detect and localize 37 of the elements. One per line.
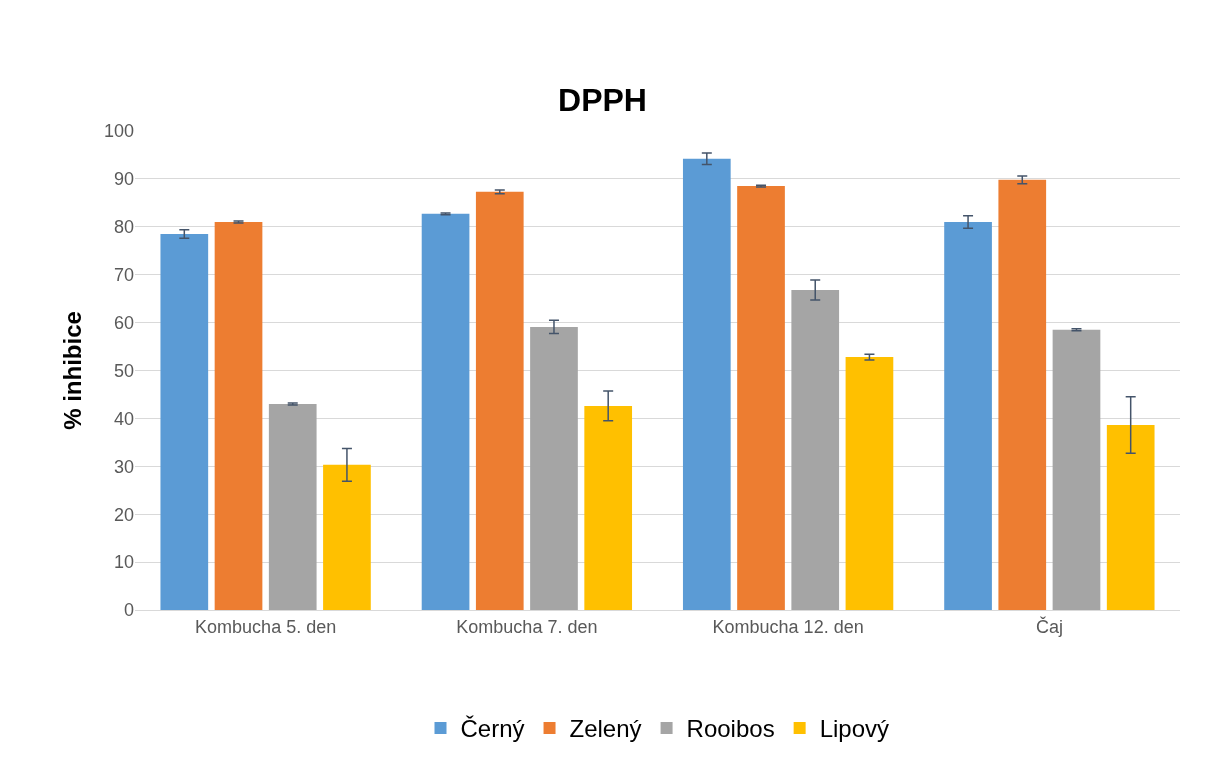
chart-title: DPPH (558, 81, 647, 118)
legend-label: Rooibos (686, 715, 775, 743)
bar (682, 158, 731, 610)
y-tick-label: 70 (113, 265, 134, 285)
bar (323, 464, 371, 610)
x-tick-label: Kombucha 12. den (712, 616, 864, 637)
x-tick-label: Kombucha 5. den (195, 616, 337, 637)
legend-label: Zelený (569, 715, 642, 743)
bar (584, 405, 633, 610)
bar (1106, 425, 1155, 610)
x-tick-label: Čaj (1035, 615, 1063, 637)
bar (268, 404, 317, 610)
y-tick-label: 10 (113, 552, 134, 573)
y-tick-label: 40 (113, 408, 134, 429)
y-axis-title: % inhibice (59, 311, 87, 430)
y-tick-label: 60 (113, 312, 134, 333)
y-tick-label: 30 (113, 456, 134, 477)
bar (791, 290, 840, 610)
bar (1052, 329, 1101, 610)
bar (530, 326, 578, 610)
bar (944, 222, 992, 610)
y-tick-label: 90 (113, 169, 134, 190)
bar (998, 179, 1047, 610)
bar (421, 213, 470, 610)
legend-label: Černý (460, 715, 525, 743)
bar (737, 186, 785, 610)
y-tick-label: 0 (123, 600, 134, 621)
bar (845, 357, 894, 610)
y-tick-label: 100 (103, 121, 134, 142)
y-tick-label: 50 (113, 360, 134, 381)
bar (475, 191, 524, 610)
y-tick-label: 20 (113, 504, 134, 525)
bar (160, 233, 209, 610)
bar (214, 222, 263, 610)
legend-label: Lipový (819, 715, 890, 743)
y-tick-label: 80 (113, 217, 134, 238)
x-tick-label: Kombucha 7. den (456, 616, 598, 637)
